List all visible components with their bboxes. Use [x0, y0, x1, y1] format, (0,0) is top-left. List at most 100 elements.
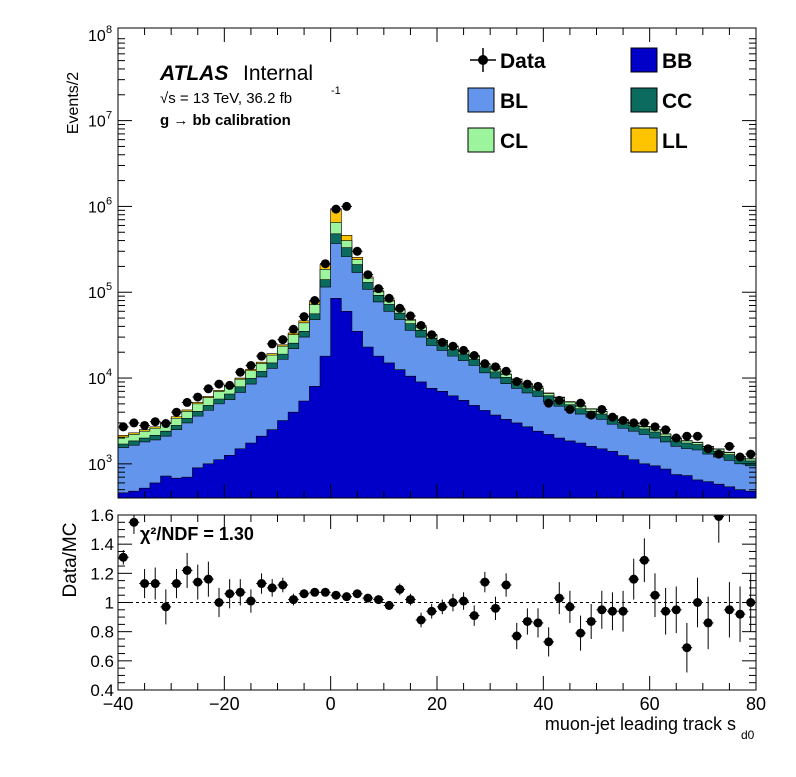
- data-point: [129, 418, 139, 428]
- ratio-point: [639, 555, 649, 565]
- ratio-point: [576, 628, 586, 638]
- ratio-point: [427, 606, 437, 616]
- ratio-point: [501, 580, 511, 590]
- data-point: [267, 339, 277, 349]
- ratio-point: [161, 602, 171, 612]
- y-tick-label-bottom: 1: [105, 594, 114, 613]
- data-point: [161, 419, 171, 429]
- x-tick-label: 40: [533, 694, 553, 714]
- data-point: [554, 395, 564, 405]
- data-point: [374, 284, 384, 294]
- data-point: [682, 431, 692, 441]
- y-tick-label-top-exp: 5: [106, 281, 112, 293]
- y-tick-label-top-exp: 8: [106, 24, 112, 36]
- legend-swatch-cl: [467, 127, 495, 153]
- data-point: [490, 362, 500, 372]
- data-point: [395, 303, 405, 313]
- data-point: [331, 204, 341, 214]
- ratio-point: [384, 600, 394, 610]
- ratio-point: [480, 577, 490, 587]
- ratio-point: [469, 611, 479, 621]
- y-tick-label-top: 10: [88, 285, 106, 302]
- y-tick-label-bottom: 1.4: [90, 535, 114, 554]
- data-point: [171, 407, 181, 417]
- legend-swatch-bb: [630, 47, 658, 73]
- ratio-point: [129, 517, 139, 527]
- data-point: [288, 324, 298, 334]
- y-tick-label-bottom: 1.2: [90, 564, 114, 583]
- data-point: [384, 293, 394, 303]
- x-tick-label: −20: [209, 694, 240, 714]
- ratio-point: [118, 552, 128, 562]
- data-point: [586, 410, 596, 420]
- data-point: [576, 398, 586, 408]
- y-tick-label-bottom: 0.4: [90, 681, 114, 700]
- ratio-point: [618, 606, 628, 616]
- data-point: [246, 361, 256, 371]
- ratio-point: [374, 595, 384, 605]
- y-tick-label-top: 10: [88, 371, 106, 388]
- ratio-point: [395, 584, 405, 594]
- ratio-point: [150, 579, 160, 589]
- ratio-point: [512, 631, 522, 641]
- legend: Data BB BL CC CL LL: [467, 47, 692, 153]
- data-point: [597, 404, 607, 414]
- ratio-point: [214, 598, 224, 607]
- data-point: [342, 201, 352, 211]
- ratio-point: [299, 589, 309, 599]
- data-point: [437, 337, 447, 347]
- legend-data-marker: [478, 55, 488, 65]
- atlas-status: Internal: [243, 62, 313, 85]
- y-tick-label-top: 10: [88, 114, 106, 131]
- data-point: [533, 381, 543, 391]
- ratio-point: [405, 595, 415, 605]
- energy-label: √s = 13 TeV, 36.2 fb: [160, 90, 292, 107]
- legend-swatch-cc: [630, 87, 658, 113]
- data-point: [225, 380, 235, 390]
- data-point: [650, 422, 660, 432]
- x-axis-label-sub: d0: [741, 728, 755, 742]
- y-tick-label-top: 10: [88, 199, 106, 216]
- y-axis-label-top: Events/2: [65, 72, 82, 134]
- ratio-point: [735, 609, 745, 619]
- ratio-point: [182, 565, 192, 575]
- data-point: [480, 359, 490, 369]
- data-point: [352, 246, 362, 256]
- ratio-point: [171, 579, 181, 589]
- data-point: [469, 351, 479, 361]
- data-point: [639, 418, 649, 428]
- x-axis-label: muon-jet leading track s d0: [545, 714, 755, 742]
- ratio-point: [682, 643, 692, 653]
- ratio-point: [320, 587, 330, 597]
- data-point: [363, 270, 373, 280]
- x-tick-label: 0: [326, 694, 336, 714]
- legend-label-data: Data: [500, 50, 546, 73]
- data-point: [257, 351, 267, 361]
- ratio-point: [235, 587, 245, 597]
- y-tick-label-top-exp: 6: [106, 195, 112, 207]
- legend-label-cl: CL: [500, 130, 528, 153]
- legend-label-bb: BB: [662, 50, 692, 73]
- y-tick-label-bottom: 0.8: [90, 623, 114, 642]
- y-axis-label-bottom: Data/MC: [60, 523, 81, 598]
- atlas-label-group: ATLAS Internal √s = 13 TeV, 36.2 fb -1 g…: [159, 62, 341, 129]
- stack-bb: [118, 297, 756, 498]
- y-tick-label-top: 10: [88, 457, 106, 474]
- data-point: [522, 379, 532, 389]
- y-tick-label-bottom: 1.6: [90, 506, 114, 525]
- ratio-point: [267, 583, 277, 593]
- ratio-point: [490, 603, 500, 613]
- y-tick-label-top: 10: [88, 28, 106, 45]
- ratio-point: [724, 605, 734, 615]
- data-point: [607, 412, 617, 422]
- ratio-point: [257, 579, 267, 589]
- ratio-point: [437, 602, 447, 612]
- atlas-label: ATLAS: [159, 62, 228, 85]
- ratio-point: [607, 606, 617, 616]
- legend-label-bl: BL: [500, 90, 528, 113]
- ratio-point: [597, 605, 607, 615]
- data-point: [214, 379, 224, 389]
- data-point: [416, 320, 426, 330]
